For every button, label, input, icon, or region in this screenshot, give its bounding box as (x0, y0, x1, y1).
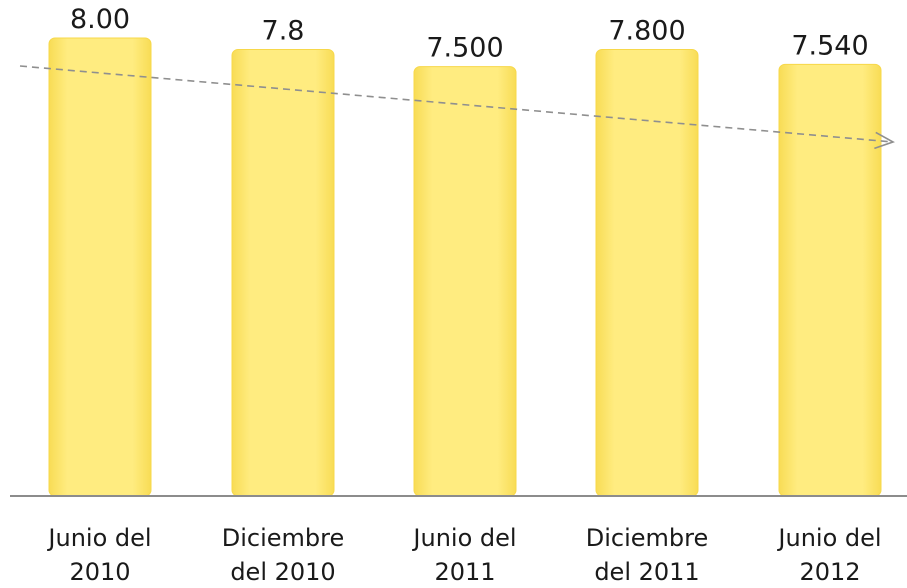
data-label-1: 8.00 (70, 4, 130, 35)
trendline (19, 65, 895, 150)
data-label-4: 7.800 (608, 15, 685, 46)
x-tick-label-3-line-1: Junio del (411, 524, 516, 552)
bar-4 (595, 48, 699, 497)
x-tick-label-4-line-2: del 2011 (594, 558, 699, 586)
data-label-2: 7.8 (262, 15, 305, 46)
x-tick-label-5-line-2: 2012 (799, 558, 860, 586)
x-tick-label-4-line-1: Diciembre (586, 524, 709, 552)
labels-layer: 8.00 Junio del 2010 7.8 Diciembre del 2010 7.5… (46, 4, 881, 586)
x-tick-label-3-line-2: 2011 (434, 558, 495, 586)
data-label-3: 7.500 (426, 33, 503, 64)
bar-1 (48, 37, 152, 497)
bars-layer (48, 37, 882, 497)
bar-3 (413, 66, 517, 497)
bar-5 (778, 63, 882, 497)
x-tick-label-1-line-2: 2010 (69, 558, 130, 586)
x-tick-label-1-line-1: Junio del (46, 524, 151, 552)
x-tick-label-2-line-1: Diciembre (222, 524, 345, 552)
x-tick-label-2-line-2: del 2010 (230, 558, 335, 586)
bar-2 (231, 48, 335, 497)
x-tick-label-5-line-1: Junio del (776, 524, 881, 552)
data-label-5: 7.540 (791, 30, 868, 61)
